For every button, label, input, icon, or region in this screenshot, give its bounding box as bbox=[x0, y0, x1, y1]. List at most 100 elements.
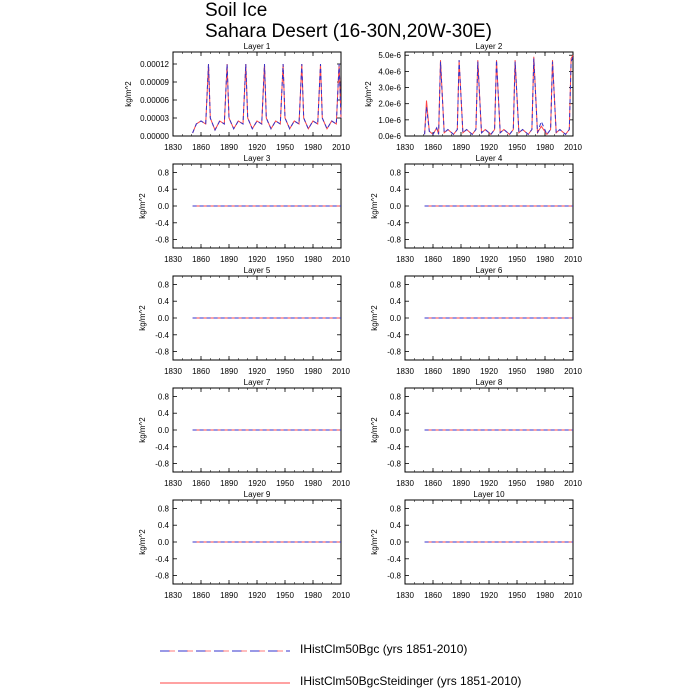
y-tick-label: 2.0e-6 bbox=[378, 100, 401, 109]
x-tick-label: 1890 bbox=[220, 591, 238, 600]
y-axis-label: kg/m^2 bbox=[124, 81, 133, 107]
panel-layer-7: Layer 7 1830 1860 1890 1920 1950 1980 2010 0.8 0.… bbox=[138, 378, 350, 488]
x-tick-label: 1950 bbox=[276, 479, 294, 488]
plot-frame bbox=[404, 51, 574, 137]
x-tick-label: 1920 bbox=[248, 143, 266, 152]
y-tick-label: 0.0 bbox=[390, 538, 402, 547]
y-axis-label: kg/m^2 bbox=[138, 529, 147, 555]
x-tick-label: 2010 bbox=[564, 591, 582, 600]
x-tick-label: 1860 bbox=[192, 367, 210, 376]
x-tick-label: 1890 bbox=[220, 479, 238, 488]
y-tick-label: -0.4 bbox=[155, 331, 169, 340]
y-tick-label: 0.4 bbox=[158, 521, 170, 530]
y-axis-label: kg/m^2 bbox=[370, 305, 379, 331]
y-tick-label: 0.00006 bbox=[140, 96, 169, 105]
y-tick-label: -0.4 bbox=[387, 219, 401, 228]
x-tick-label: 1980 bbox=[536, 367, 554, 376]
x-tick-label: 1830 bbox=[164, 479, 182, 488]
x-tick-label: 1890 bbox=[452, 143, 470, 152]
plot-frame bbox=[172, 51, 342, 137]
legend-label: IHistClm50Bgc (yrs 1851-2010) bbox=[300, 642, 468, 656]
panel-layer-1: Layer 1 1830 1860 1890 1920 1950 1980 2010 0.000… bbox=[124, 42, 350, 152]
x-tick-label: 1980 bbox=[536, 255, 554, 264]
x-tick-label: 1890 bbox=[452, 255, 470, 264]
x-tick-label: 1860 bbox=[192, 479, 210, 488]
x-tick-label: 1980 bbox=[536, 479, 554, 488]
x-tick-label: 1890 bbox=[452, 479, 470, 488]
x-tick-label: 1920 bbox=[248, 479, 266, 488]
x-tick-label: 1920 bbox=[248, 367, 266, 376]
panel-layer-9: Layer 9 1830 1860 1890 1920 1950 1980 2010 0.8 0.… bbox=[138, 490, 350, 600]
y-tick-label: 0.4 bbox=[158, 409, 170, 418]
legend: IHistClm50Bgc (yrs 1851-2010) IHistClm50… bbox=[160, 640, 660, 690]
y-tick-label: 0.4 bbox=[390, 185, 402, 194]
y-tick-label: 0.8 bbox=[390, 168, 402, 177]
x-tick-label: 1890 bbox=[220, 255, 238, 264]
panel-layer-3: Layer 3 1830 1860 1890 1920 1950 1980 2010 0.8 0.… bbox=[138, 154, 350, 264]
x-tick-label: 1860 bbox=[192, 143, 210, 152]
y-tick-label: -0.4 bbox=[155, 443, 169, 452]
x-tick-label: 1920 bbox=[480, 367, 498, 376]
y-tick-label: -0.8 bbox=[387, 572, 401, 581]
x-tick-label: 1950 bbox=[508, 143, 526, 152]
x-tick-label: 1980 bbox=[304, 591, 322, 600]
x-tick-label: 1830 bbox=[396, 479, 414, 488]
y-tick-label: 0.00012 bbox=[140, 60, 169, 69]
y-tick-label: -0.4 bbox=[387, 555, 401, 564]
panel-title: Layer 5 bbox=[244, 266, 271, 275]
legend-swatch-dashed bbox=[160, 650, 290, 652]
x-tick-label: 2010 bbox=[332, 367, 350, 376]
panel-layer-2: Layer 2 1830 1860 1890 1920 1950 1980 2010 0.0e-… bbox=[364, 42, 582, 152]
panel-layer-10: Layer 10 1830 1860 1890 1920 1950 1980 2010 0.8 0… bbox=[370, 490, 582, 600]
x-tick-label: 1830 bbox=[164, 143, 182, 152]
y-axis-label: kg/m^2 bbox=[370, 193, 379, 219]
x-tick-label: 1980 bbox=[304, 143, 322, 152]
y-tick-label: 3.0e-6 bbox=[378, 84, 401, 93]
x-tick-label: 1830 bbox=[164, 367, 182, 376]
y-tick-label: 0.0 bbox=[158, 426, 170, 435]
legend-item-bgc: IHistClm50Bgc (yrs 1851-2010) bbox=[160, 642, 660, 658]
x-tick-label: 1920 bbox=[248, 591, 266, 600]
y-tick-label: -0.8 bbox=[155, 236, 169, 245]
y-axis-label: kg/m^2 bbox=[138, 193, 147, 219]
y-tick-label: -0.8 bbox=[155, 348, 169, 357]
x-tick-label: 2010 bbox=[332, 255, 350, 264]
y-tick-label: 0.0 bbox=[158, 314, 170, 323]
y-tick-label: -0.8 bbox=[155, 460, 169, 469]
x-tick-label: 1830 bbox=[396, 143, 414, 152]
x-tick-label: 1980 bbox=[536, 591, 554, 600]
panel-title: Layer 1 bbox=[244, 42, 271, 51]
panel-title: Layer 6 bbox=[476, 266, 503, 275]
x-tick-label: 1860 bbox=[424, 591, 442, 600]
y-tick-label: 0.0 bbox=[390, 314, 402, 323]
legend-label: IHistClm50BgcSteidinger (yrs 1851-2010) bbox=[300, 674, 522, 688]
x-tick-label: 1860 bbox=[424, 143, 442, 152]
panel-title: Layer 3 bbox=[244, 154, 271, 163]
x-tick-label: 1830 bbox=[164, 591, 182, 600]
x-tick-label: 1950 bbox=[276, 143, 294, 152]
title-block: Soil Ice Sahara Desert (16-30N,20W-30E) bbox=[205, 0, 492, 42]
panel-title: Layer 9 bbox=[244, 490, 271, 499]
x-tick-label: 1950 bbox=[508, 367, 526, 376]
panel-title: Layer 2 bbox=[476, 42, 503, 51]
x-tick-label: 1920 bbox=[480, 143, 498, 152]
x-tick-label: 2010 bbox=[332, 143, 350, 152]
y-tick-label: 0.0 bbox=[390, 426, 402, 435]
y-tick-label: 0.0 bbox=[390, 202, 402, 211]
y-axis-label: kg/m^2 bbox=[370, 529, 379, 555]
chart-title: Soil Ice bbox=[205, 0, 268, 21]
y-tick-label: -0.4 bbox=[387, 331, 401, 340]
x-tick-label: 1830 bbox=[164, 255, 182, 264]
y-tick-label: -0.8 bbox=[387, 236, 401, 245]
x-tick-label: 1980 bbox=[304, 479, 322, 488]
x-tick-label: 1890 bbox=[220, 367, 238, 376]
x-tick-label: 1920 bbox=[480, 255, 498, 264]
y-tick-label: -0.4 bbox=[155, 219, 169, 228]
chart-subtitle: Sahara Desert (16-30N,20W-30E) bbox=[205, 21, 492, 42]
x-tick-label: 1860 bbox=[424, 367, 442, 376]
x-tick-label: 1860 bbox=[192, 255, 210, 264]
y-axis-label: kg/m^2 bbox=[364, 81, 373, 107]
y-tick-label: 0.00000 bbox=[140, 132, 169, 141]
y-tick-label: 0.4 bbox=[390, 297, 402, 306]
